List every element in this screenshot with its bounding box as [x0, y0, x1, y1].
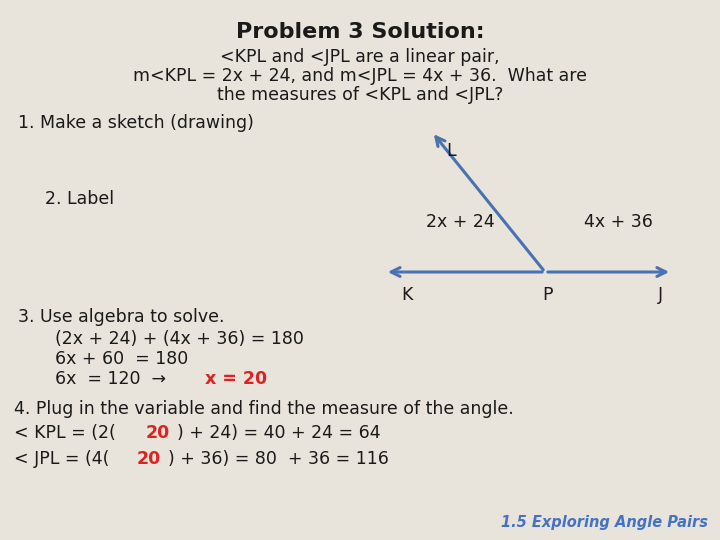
Text: J: J [657, 286, 662, 304]
Text: K: K [401, 286, 413, 304]
Text: 6x + 60  = 180: 6x + 60 = 180 [55, 350, 188, 368]
Text: ) + 36) = 80  + 36 = 116: ) + 36) = 80 + 36 = 116 [168, 450, 390, 468]
Text: 2x + 24: 2x + 24 [426, 213, 495, 231]
Text: 4x + 36: 4x + 36 [584, 213, 652, 231]
Text: Problem 3 Solution:: Problem 3 Solution: [235, 22, 485, 42]
Text: (2x + 24) + (4x + 36) = 180: (2x + 24) + (4x + 36) = 180 [55, 330, 304, 348]
Text: 3. Use algebra to solve.: 3. Use algebra to solve. [18, 308, 225, 326]
Text: the measures of <KPL and <JPL?: the measures of <KPL and <JPL? [217, 86, 503, 104]
Text: 1.5 Exploring Angle Pairs: 1.5 Exploring Angle Pairs [501, 515, 708, 530]
Text: 2. Label: 2. Label [45, 190, 114, 208]
Text: < JPL = (4(: < JPL = (4( [14, 450, 109, 468]
Text: P: P [541, 286, 552, 304]
Text: <KPL and <JPL are a linear pair,: <KPL and <JPL are a linear pair, [220, 48, 500, 66]
Text: 20: 20 [145, 424, 169, 442]
Text: 6x  = 120  →: 6x = 120 → [55, 370, 171, 388]
Text: 1. Make a sketch (drawing): 1. Make a sketch (drawing) [18, 114, 254, 132]
Text: 20: 20 [137, 450, 161, 468]
Text: L: L [446, 142, 456, 160]
Text: ) + 24) = 40 + 24 = 64: ) + 24) = 40 + 24 = 64 [176, 424, 380, 442]
Text: x = 20: x = 20 [205, 370, 267, 388]
Text: < KPL = (2(: < KPL = (2( [14, 424, 116, 442]
Text: m<KPL = 2x + 24, and m<JPL = 4x + 36.  What are: m<KPL = 2x + 24, and m<JPL = 4x + 36. Wh… [133, 67, 587, 85]
Text: 4. Plug in the variable and find the measure of the angle.: 4. Plug in the variable and find the mea… [14, 400, 514, 418]
